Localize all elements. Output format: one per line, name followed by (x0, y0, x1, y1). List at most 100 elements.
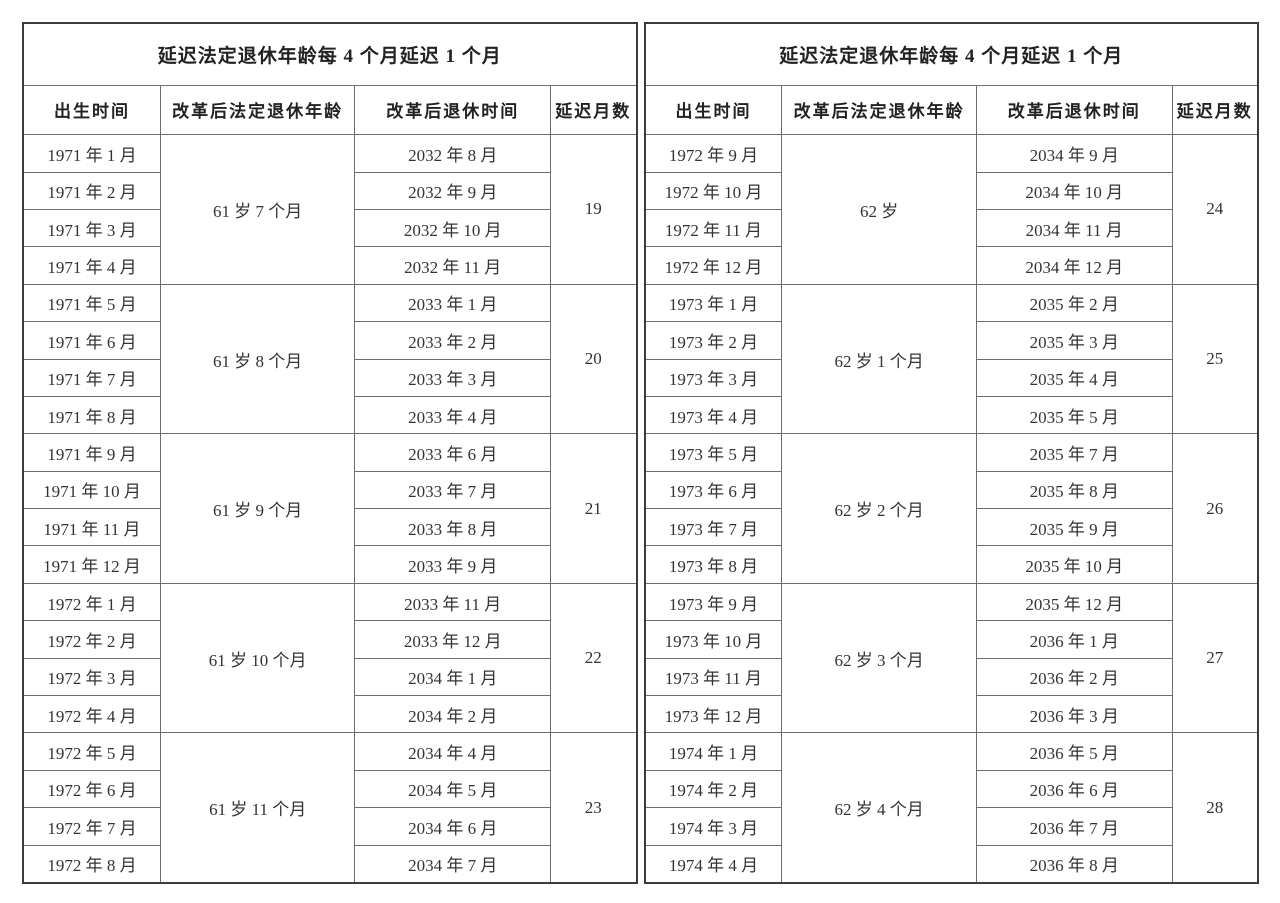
column-header: 改革后法定退休年龄 (159, 84, 356, 136)
table-row: 1971 年 2 月 2032 年 9 月 (22, 171, 637, 210)
retirement-month-cell: 2033 年 7 月 (354, 470, 552, 510)
table-row: 1973 年 11 月 2036 年 2 月 (643, 657, 1259, 697)
table-row: 1971 年 7 月 2033 年 3 月 (22, 358, 637, 397)
birth-month-cell: 1971 年 10 月 (22, 470, 161, 510)
table-row: 1974 年 2 月 2036 年 6 月 (643, 769, 1259, 809)
retirement-age-cell: 62 岁 3 个月 (781, 582, 977, 734)
birth-month-cell: 1973 年 4 月 (643, 395, 783, 435)
retirement-month-cell: 2032 年 10 月 (354, 208, 552, 248)
retirement-month-cell: 2034 年 12 月 (975, 246, 1173, 285)
retirement-month-cell: 2035 年 9 月 (975, 508, 1173, 547)
table-row: 1971 年 6 月 2033 年 2 月 (22, 321, 637, 360)
delay-months-cell: 28 (1171, 732, 1259, 884)
retirement-month-cell: 2034 年 11 月 (975, 208, 1173, 248)
table-row: 1974 年 4 月 2036 年 8 月 (643, 844, 1259, 884)
table-row: 1972 年 9 月 62 岁 2034 年 9 月 24 (643, 134, 1259, 285)
table-row: 1972 年 12 月 2034 年 12 月 (643, 246, 1259, 285)
table-row: 1971 年 10 月 2033 年 7 月 (22, 470, 637, 510)
delay-months-cell: 25 (1171, 283, 1259, 435)
birth-month-cell: 1972 年 7 月 (22, 807, 161, 846)
retirement-month-cell: 2032 年 9 月 (354, 171, 552, 210)
retirement-month-cell: 2033 年 11 月 (354, 582, 552, 622)
birth-month-cell: 1971 年 5 月 (22, 283, 161, 323)
birth-month-cell: 1971 年 11 月 (22, 508, 161, 547)
table-row: 1974 年 1 月 62 岁 4 个月 2036 年 5 月 28 (643, 732, 1259, 884)
retirement-month-cell: 2033 年 1 月 (354, 283, 552, 323)
retirement-month-cell: 2035 年 5 月 (975, 395, 1173, 435)
birth-month-cell: 1973 年 1 月 (643, 283, 783, 323)
column-header: 改革后法定退休年龄 (781, 84, 977, 136)
retirement-month-cell: 2033 年 2 月 (354, 321, 552, 360)
table-row: 1971 年 12 月 2033 年 9 月 (22, 545, 637, 584)
table-title-row: 延迟法定退休年龄每 4 个月延迟 1 个月 (22, 22, 637, 86)
birth-month-cell: 1972 年 4 月 (22, 695, 161, 734)
table-row: 1972 年 3 月 2034 年 1 月 (22, 657, 637, 697)
table-row: 1971 年 8 月 2033 年 4 月 (22, 395, 637, 435)
table-row: 1971 年 3 月 2032 年 10 月 (22, 208, 637, 248)
table-row: 1973 年 2 月 2035 年 3 月 (643, 321, 1259, 360)
retirement-age-cell: 61 岁 8 个月 (159, 283, 356, 435)
retirement-month-cell: 2034 年 1 月 (354, 657, 552, 697)
birth-month-cell: 1973 年 6 月 (643, 470, 783, 510)
retirement-month-cell: 2036 年 5 月 (975, 732, 1173, 771)
retirement-age-cell: 62 岁 2 个月 (781, 433, 977, 584)
table-row: 1972 年 1 月 61 岁 10 个月 2033 年 11 月 22 (22, 582, 637, 734)
retirement-month-cell: 2034 年 4 月 (354, 732, 552, 771)
retirement-age-cell: 61 岁 9 个月 (159, 433, 356, 584)
birth-month-cell: 1974 年 3 月 (643, 807, 783, 846)
retirement-month-cell: 2033 年 3 月 (354, 358, 552, 397)
birth-month-cell: 1974 年 4 月 (643, 844, 783, 884)
birth-month-cell: 1973 年 5 月 (643, 433, 783, 472)
column-header: 出生时间 (643, 84, 783, 136)
birth-month-cell: 1971 年 3 月 (22, 208, 161, 248)
retirement-month-cell: 2034 年 2 月 (354, 695, 552, 734)
birth-month-cell: 1974 年 2 月 (643, 769, 783, 809)
column-header: 出生时间 (22, 84, 161, 136)
birth-month-cell: 1972 年 1 月 (22, 582, 161, 622)
retirement-month-cell: 2032 年 8 月 (354, 134, 552, 173)
column-header: 改革后退休时间 (975, 84, 1173, 136)
birth-month-cell: 1973 年 7 月 (643, 508, 783, 547)
birth-month-cell: 1971 年 2 月 (22, 171, 161, 210)
table-header-row: 出生时间 改革后法定退休年龄 改革后退休时间 延迟月数 (643, 84, 1259, 136)
retirement-month-cell: 2035 年 8 月 (975, 470, 1173, 510)
table-row: 1972 年 6 月 2034 年 5 月 (22, 769, 637, 809)
retirement-age-cell: 61 岁 10 个月 (159, 582, 356, 734)
retirement-month-cell: 2035 年 12 月 (975, 582, 1173, 622)
table-header-row: 出生时间 改革后法定退休年龄 改革后退休时间 延迟月数 (22, 84, 637, 136)
retirement-month-cell: 2034 年 5 月 (354, 769, 552, 809)
retirement-month-cell: 2033 年 9 月 (354, 545, 552, 584)
birth-month-cell: 1972 年 3 月 (22, 657, 161, 697)
retirement-age-cell: 61 岁 11 个月 (159, 732, 356, 884)
table-row: 1973 年 5 月 62 岁 2 个月 2035 年 7 月 26 (643, 433, 1259, 584)
retirement-month-cell: 2035 年 10 月 (975, 545, 1173, 584)
table-row: 1972 年 5 月 61 岁 11 个月 2034 年 4 月 23 (22, 732, 637, 884)
birth-month-cell: 1972 年 2 月 (22, 620, 161, 659)
retirement-schedule-table-left: 延迟法定退休年龄每 4 个月延迟 1 个月 出生时间 改革后法定退休年龄 改革后退休时… (22, 22, 638, 884)
table-row: 1973 年 3 月 2035 年 4 月 (643, 358, 1259, 397)
retirement-age-cell: 62 岁 4 个月 (781, 732, 977, 884)
table-row: 1972 年 10 月 2034 年 10 月 (643, 171, 1259, 210)
birth-month-cell: 1973 年 9 月 (643, 582, 783, 622)
retirement-schedule-table-right: 延迟法定退休年龄每 4 个月延迟 1 个月 出生时间 改革后法定退休年龄 改革后退休时… (643, 22, 1259, 884)
table-row: 1973 年 8 月 2035 年 10 月 (643, 545, 1259, 584)
retirement-month-cell: 2036 年 3 月 (975, 695, 1173, 734)
retirement-month-cell: 2035 年 4 月 (975, 358, 1173, 397)
column-header: 延迟月数 (550, 84, 637, 136)
table-title: 延迟法定退休年龄每 4 个月延迟 1 个月 (644, 22, 1259, 86)
delay-months-cell: 23 (550, 732, 637, 884)
birth-month-cell: 1972 年 11 月 (643, 208, 783, 248)
retirement-month-cell: 2033 年 8 月 (354, 508, 552, 547)
retirement-month-cell: 2035 年 2 月 (975, 283, 1173, 323)
retirement-month-cell: 2034 年 6 月 (354, 807, 552, 846)
birth-month-cell: 1971 年 1 月 (22, 134, 161, 173)
table-row: 1971 年 5 月 61 岁 8 个月 2033 年 1 月 20 (22, 283, 637, 435)
birth-month-cell: 1973 年 10 月 (643, 620, 783, 659)
retirement-age-cell: 62 岁 (781, 134, 977, 285)
birth-month-cell: 1973 年 8 月 (643, 545, 783, 584)
birth-month-cell: 1972 年 9 月 (643, 134, 783, 173)
table-row: 1973 年 4 月 2035 年 5 月 (643, 395, 1259, 435)
retirement-age-cell: 61 岁 7 个月 (159, 134, 356, 285)
birth-month-cell: 1972 年 6 月 (22, 769, 161, 809)
